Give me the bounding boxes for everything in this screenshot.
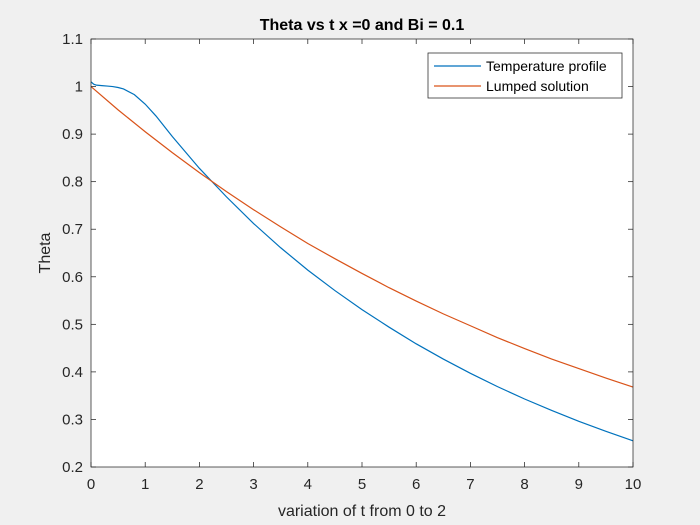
legend-box: [427, 52, 623, 99]
y-axis-label: Theta: [37, 232, 54, 273]
y-tick-label: 0.3: [62, 411, 83, 428]
legend-label-lumped-solution: Lumped solution: [486, 78, 589, 94]
x-tick-label: 5: [358, 476, 366, 493]
y-tick-label: 0.2: [62, 459, 83, 476]
x-tick-label: 7: [466, 476, 474, 493]
y-tick-label: 0.9: [62, 126, 83, 143]
x-tick-label: 6: [412, 476, 420, 493]
series-line-lumped-solution: [90, 86, 634, 388]
x-tick-label: 2: [195, 476, 203, 493]
axes-layer: 0 1 2 3 4 5 6 7 8 9 10 0.2 0.3 0.4 0.5 0.6 0.7 0.8 0.9 1 1.1: [62, 31, 641, 493]
plot-area: [91, 39, 633, 467]
x-tick-label: 1: [141, 476, 149, 493]
series-line-temperature-profile: [90, 81, 634, 442]
y-tick-label: 0.6: [62, 269, 83, 286]
x-tick-label: 9: [575, 476, 583, 493]
x-tick-label: 10: [625, 476, 642, 493]
y-tick-label: 0.8: [62, 174, 83, 191]
legend: Temperature profile Lumped solution: [427, 52, 623, 99]
x-tick-label: 0: [87, 476, 95, 493]
y-tick-label: 0.7: [62, 221, 83, 238]
x-tick-label: 4: [304, 476, 312, 493]
series-layer: [90, 81, 634, 442]
y-tick-label: 0.5: [62, 316, 83, 333]
legend-label-temperature-profile: Temperature profile: [486, 58, 607, 74]
y-tick-label: 1.1: [62, 31, 83, 48]
x-axis-label: variation of t from 0 to 2: [278, 503, 446, 520]
chart-title: Theta vs t x =0 and Bi = 0.1: [260, 17, 465, 34]
x-tick-label: 8: [520, 476, 528, 493]
x-tick-label: 3: [249, 476, 257, 493]
y-tick-label: 0.4: [62, 364, 83, 381]
y-tick-label: 1: [75, 79, 83, 96]
